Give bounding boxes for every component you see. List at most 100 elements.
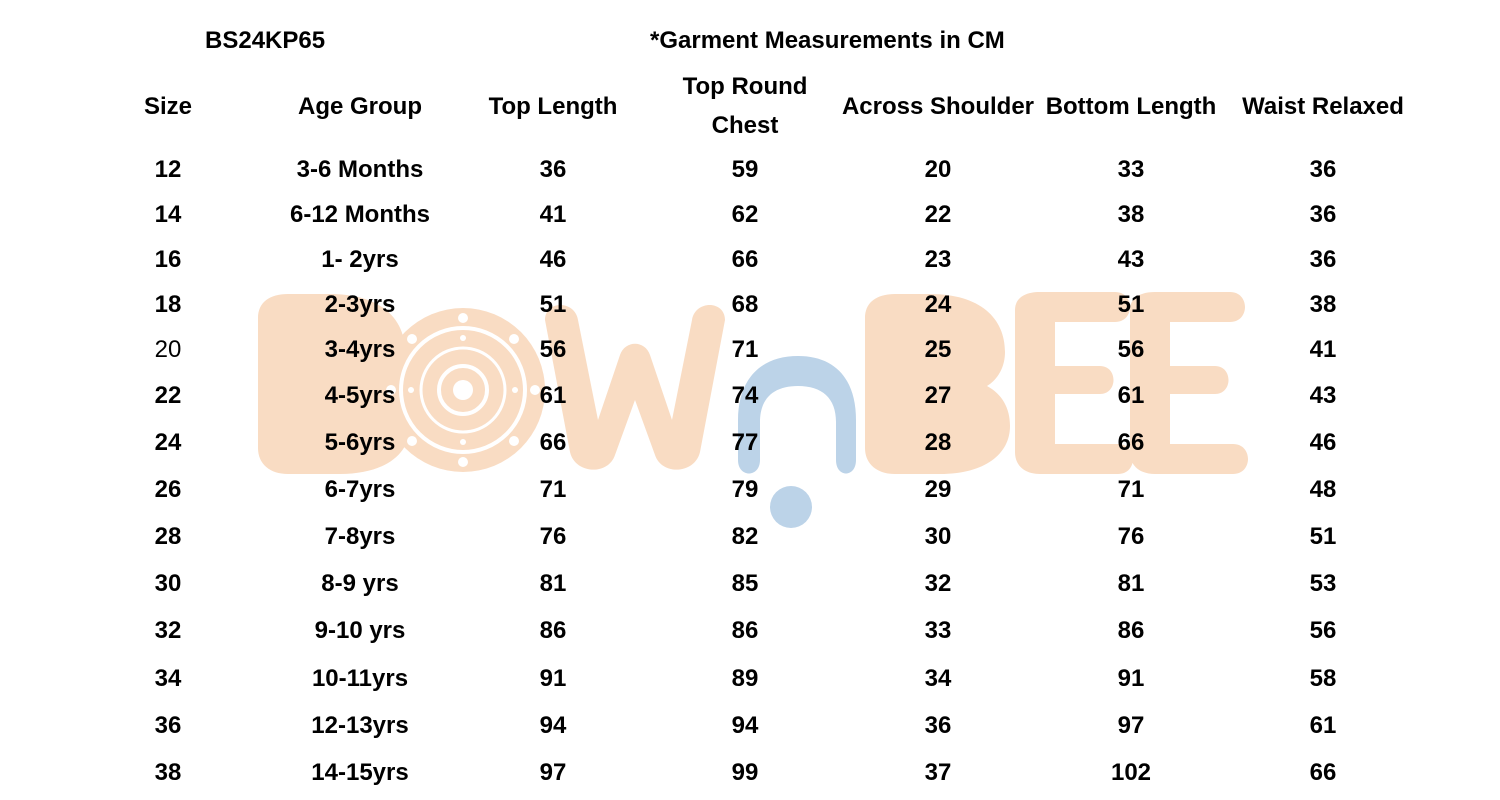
cell-size: 14	[154, 201, 182, 228]
header-top-round-chest: Top Round Chest	[682, 73, 808, 139]
cell-waist-relaxed: 41	[1309, 336, 1337, 363]
table-row: 38 14-15yrs 97 99 37 102 66	[0, 756, 1500, 790]
cell-age-group: 5-6yrs	[324, 429, 396, 456]
cell-across-shoulder: 23	[924, 246, 952, 273]
cell-size: 22	[154, 382, 182, 409]
cell-top-length: 91	[539, 665, 567, 692]
cell-bottom-length: 91	[1117, 665, 1145, 692]
cell-bottom-length: 102	[1110, 759, 1152, 786]
cell-top-length: 46	[539, 246, 567, 273]
cell-across-shoulder: 33	[924, 617, 952, 644]
cell-across-shoulder: 27	[924, 382, 952, 409]
cell-top-length: 66	[539, 429, 567, 456]
cell-age-group: 6-12 Months	[289, 201, 430, 228]
cell-top-length: 41	[539, 201, 567, 228]
cell-waist-relaxed: 43	[1309, 382, 1337, 409]
cell-size: 38	[154, 759, 182, 786]
cell-top-length: 36	[539, 156, 567, 183]
cell-top-length: 61	[539, 382, 567, 409]
cell-across-shoulder: 37	[924, 759, 952, 786]
watermark-letter-n	[738, 356, 856, 528]
cell-bottom-length: 76	[1117, 523, 1145, 550]
cell-bottom-length: 43	[1117, 246, 1145, 273]
cell-across-shoulder: 32	[924, 570, 952, 597]
table-row: 16 1- 2yrs 46 66 23 43 36	[0, 243, 1500, 277]
cell-top-length: 51	[539, 291, 567, 318]
cell-waist-relaxed: 56	[1309, 617, 1337, 644]
cell-size: 30	[154, 570, 182, 597]
style-code: BS24KP65	[205, 27, 326, 54]
cell-bottom-length: 51	[1117, 291, 1145, 318]
cell-across-shoulder: 34	[924, 665, 952, 692]
table-row: 32 9-10 yrs 86 86 33 86 56	[0, 614, 1500, 648]
cell-top-round-chest: 99	[731, 759, 759, 786]
table-row: 22 4-5yrs 61 74 27 61 43	[0, 379, 1500, 413]
cell-waist-relaxed: 53	[1309, 570, 1337, 597]
cell-bottom-length: 56	[1117, 336, 1145, 363]
cell-across-shoulder: 30	[924, 523, 952, 550]
cell-age-group: 2-3yrs	[324, 291, 396, 318]
cell-age-group: 4-5yrs	[324, 382, 396, 409]
cell-waist-relaxed: 61	[1309, 712, 1337, 739]
cell-size: 18	[154, 291, 182, 318]
table-row: 20 3-4yrs 56 71 25 56 41	[0, 333, 1500, 367]
cell-top-round-chest: 68	[731, 291, 759, 318]
cell-top-length: 76	[539, 523, 567, 550]
table-row: 24 5-6yrs 66 77 28 66 46	[0, 426, 1500, 460]
table-header-row: Size Age Group Top Length Top Round Ches…	[0, 68, 1500, 144]
cell-waist-relaxed: 36	[1309, 156, 1337, 183]
cell-bottom-length: 66	[1117, 429, 1145, 456]
cell-age-group: 7-8yrs	[324, 523, 396, 550]
cell-top-round-chest: 86	[731, 617, 759, 644]
table-row: 26 6-7yrs 71 79 29 71 48	[0, 473, 1500, 507]
cell-waist-relaxed: 58	[1309, 665, 1337, 692]
header-waist-relaxed: Waist Relaxed	[1242, 92, 1404, 120]
table-row: 18 2-3yrs 51 68 24 51 38	[0, 288, 1500, 322]
cell-bottom-length: 33	[1117, 156, 1145, 183]
cell-across-shoulder: 29	[924, 476, 952, 503]
cell-waist-relaxed: 36	[1309, 201, 1337, 228]
cell-top-round-chest: 71	[731, 336, 759, 363]
cell-top-round-chest: 59	[731, 156, 759, 183]
cell-size: 16	[154, 246, 182, 273]
cell-top-round-chest: 89	[731, 665, 759, 692]
cell-age-group: 6-7yrs	[324, 476, 396, 503]
watermark-letter-w	[545, 305, 725, 470]
cell-age-group: 3-4yrs	[324, 336, 396, 363]
cell-size: 24	[154, 429, 182, 456]
cell-across-shoulder: 24	[924, 291, 952, 318]
header-across-shoulder: Across Shoulder	[841, 92, 1035, 120]
cell-size: 34	[154, 665, 182, 692]
cell-age-group: 10-11yrs	[311, 665, 409, 692]
cell-bottom-length: 38	[1117, 201, 1145, 228]
cell-top-round-chest: 94	[731, 712, 759, 739]
cell-top-round-chest: 66	[731, 246, 759, 273]
cell-age-group: 8-9 yrs	[321, 570, 399, 597]
cell-top-length: 97	[539, 759, 567, 786]
cell-across-shoulder: 25	[924, 336, 952, 363]
table-row: 34 10-11yrs 91 89 34 91 58	[0, 662, 1500, 696]
cell-size: 28	[154, 523, 182, 550]
cell-top-length: 86	[539, 617, 567, 644]
table-row: 36 12-13yrs 94 94 36 97 61	[0, 709, 1500, 743]
header-bottom-length: Bottom Length	[1045, 92, 1217, 120]
measurement-unit-note: *Garment Measurements in CM	[650, 27, 1005, 54]
cell-bottom-length: 97	[1117, 712, 1145, 739]
table-row: 14 6-12 Months 41 62 22 38 36	[0, 198, 1500, 232]
cell-top-round-chest: 77	[731, 429, 759, 456]
cell-bottom-length: 71	[1117, 476, 1145, 503]
cell-across-shoulder: 20	[924, 156, 952, 183]
cell-across-shoulder: 36	[924, 712, 952, 739]
cell-bottom-length: 86	[1117, 617, 1145, 644]
cell-across-shoulder: 28	[924, 429, 952, 456]
cell-top-round-chest: 82	[731, 523, 759, 550]
cell-waist-relaxed: 36	[1309, 246, 1337, 273]
cell-across-shoulder: 22	[924, 201, 952, 228]
cell-top-round-chest: 85	[731, 570, 759, 597]
table-row: 28 7-8yrs 76 82 30 76 51	[0, 520, 1500, 554]
cell-top-length: 94	[539, 712, 567, 739]
cell-top-round-chest: 79	[731, 476, 759, 503]
cell-bottom-length: 61	[1117, 382, 1145, 409]
